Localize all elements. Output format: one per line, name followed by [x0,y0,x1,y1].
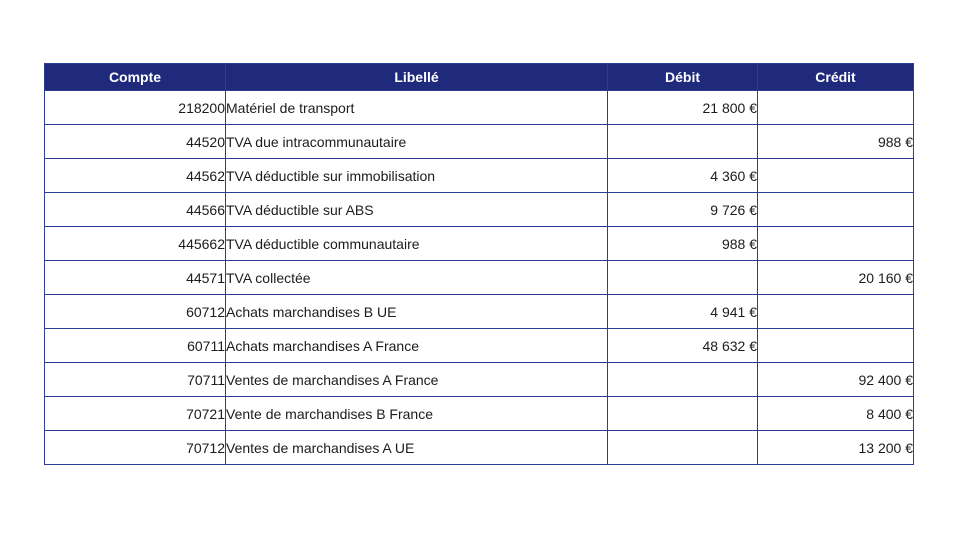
cell-credit [757,226,914,261]
cell-credit [757,294,914,329]
cell-credit: 8 400 € [757,396,914,431]
cell-debit [607,430,758,465]
table-row: 70712 Ventes de marchandises A UE 13 200 € [44,430,914,465]
cell-credit: 20 160 € [757,260,914,295]
table-row: 445662 TVA déductible communautaire 988 € [44,226,914,261]
cell-libelle: TVA déductible communautaire [225,226,608,261]
cell-compte: 70712 [44,430,226,465]
cell-libelle: TVA déductible sur immobilisation [225,158,608,193]
cell-debit: 4 360 € [607,158,758,193]
table-row: 44520 TVA due intracommunautaire 988 € [44,124,914,159]
cell-libelle: Vente de marchandises B France [225,396,608,431]
header-row: Compte Libellé Débit Crédit [44,63,914,91]
cell-debit [607,124,758,159]
column-header-credit: Crédit [757,63,914,91]
cell-libelle: TVA due intracommunautaire [225,124,608,159]
cell-credit [757,158,914,193]
cell-debit: 4 941 € [607,294,758,329]
accounts-table: Compte Libellé Débit Crédit 218200 Matéri… [44,63,914,465]
cell-compte: 445662 [44,226,226,261]
cell-credit: 92 400 € [757,362,914,397]
cell-compte: 44566 [44,192,226,227]
column-header-compte: Compte [44,63,226,91]
cell-debit [607,260,758,295]
table-body: 218200 Matériel de transport 21 800 €44520… [44,90,914,465]
table-header: Compte Libellé Débit Crédit [44,63,914,91]
cell-credit: 13 200 € [757,430,914,465]
cell-credit [757,90,914,125]
cell-debit: 988 € [607,226,758,261]
cell-debit [607,396,758,431]
cell-libelle: Ventes de marchandises A UE [225,430,608,465]
cell-compte: 60712 [44,294,226,329]
table-row: 44566 TVA déductible sur ABS 9 726 € [44,192,914,227]
cell-credit [757,328,914,363]
cell-compte: 70721 [44,396,226,431]
cell-libelle: Ventes de marchandises A France [225,362,608,397]
cell-credit [757,192,914,227]
cell-debit: 21 800 € [607,90,758,125]
table-row: 44562 TVA déductible sur immobilisation 4 … [44,158,914,193]
cell-compte: 218200 [44,90,226,125]
cell-compte: 44571 [44,260,226,295]
cell-libelle: TVA collectée [225,260,608,295]
table-row: 70721 Vente de marchandises B France 8 400… [44,396,914,431]
cell-compte: 60711 [44,328,226,363]
cell-compte: 70711 [44,362,226,397]
cell-debit: 9 726 € [607,192,758,227]
cell-libelle: Achats marchandises A France [225,328,608,363]
table-row: 60711 Achats marchandises A France 48 632 … [44,328,914,363]
table-row: 60712 Achats marchandises B UE 4 941 € [44,294,914,329]
table-row: 70711 Ventes de marchandises A France 92 4… [44,362,914,397]
cell-credit: 988 € [757,124,914,159]
table-row: 44571 TVA collectée 20 160 € [44,260,914,295]
cell-debit [607,362,758,397]
cell-compte: 44520 [44,124,226,159]
column-header-libelle: Libellé [225,63,608,91]
cell-libelle: Achats marchandises B UE [225,294,608,329]
cell-libelle: Matériel de transport [225,90,608,125]
cell-debit: 48 632 € [607,328,758,363]
cell-compte: 44562 [44,158,226,193]
table-row: 218200 Matériel de transport 21 800 € [44,90,914,125]
column-header-debit: Débit [607,63,758,91]
cell-libelle: TVA déductible sur ABS [225,192,608,227]
